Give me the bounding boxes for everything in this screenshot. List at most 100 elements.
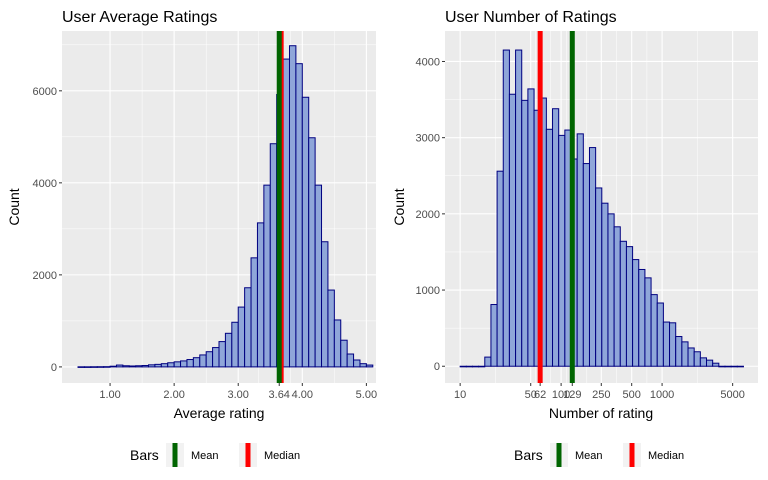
histogram-bar <box>496 170 504 367</box>
histogram-bar <box>693 351 701 367</box>
histogram-bar <box>333 319 342 368</box>
x-tick-label: 1.00 <box>99 389 120 401</box>
histogram-bar <box>706 359 714 367</box>
histogram-bar <box>465 365 473 368</box>
histogram-bar <box>218 341 226 368</box>
x-tick-label: 4.00 <box>292 389 313 401</box>
x-tick-label: 5000 <box>720 389 744 401</box>
y-tick-label: 4000 <box>33 178 57 190</box>
histogram-bar <box>237 306 246 368</box>
x-tick-label: 50 <box>525 389 537 401</box>
y-tick-label: 3000 <box>416 133 440 145</box>
histogram-bar <box>650 294 658 367</box>
y-tick-label: 2000 <box>33 270 57 282</box>
histogram-bar <box>148 364 156 368</box>
x-axis-ticks: 1.00 2.00 3.00 3.64 4.00 5.00 <box>99 383 377 401</box>
histogram-bar <box>340 339 348 368</box>
x-tick-label: 100 <box>552 389 570 401</box>
histogram-bar <box>601 202 609 367</box>
histogram-bar <box>346 353 355 368</box>
histogram-bar <box>613 226 621 367</box>
chart-title: User Number of Ratings <box>445 9 617 26</box>
panel-user-average-ratings: User Average Ratings 0 2000 4000 6000 1.00 2… <box>6 9 377 467</box>
histogram-bar <box>662 321 671 367</box>
legend-label-median: Median <box>648 450 684 462</box>
histogram-bar <box>109 365 117 368</box>
y-axis-label: Count <box>391 188 407 225</box>
x-tick-label: 1000 <box>650 389 674 401</box>
histogram-bar <box>180 360 188 368</box>
histogram-bar <box>638 268 646 367</box>
panel-user-number-of-ratings: User Number of Ratings 0 1000 2000 3000 4000… <box>391 9 758 467</box>
x-tick-label: 62 <box>534 389 546 401</box>
y-tick-label: 6000 <box>33 86 57 98</box>
histogram-bar <box>625 246 634 367</box>
histogram-bar <box>718 365 726 368</box>
histogram-bar <box>154 363 162 368</box>
histogram-bar <box>730 365 738 368</box>
x-tick-label: 3.00 <box>228 389 249 401</box>
histogram-bar <box>669 322 677 367</box>
histogram-bar <box>607 213 615 367</box>
histogram-bar <box>478 365 486 368</box>
histogram-bar <box>231 321 239 368</box>
histogram-bar <box>681 341 689 367</box>
x-tick-label: 5.00 <box>356 389 377 401</box>
legend: Bars Mean Median <box>514 443 684 467</box>
histogram-bar <box>205 351 214 368</box>
x-tick-label: 10 <box>454 389 466 401</box>
histogram-bar <box>552 108 560 367</box>
legend-title: Bars <box>130 447 159 463</box>
histogram-bar <box>128 365 137 368</box>
x-tick-label: 2.00 <box>163 389 184 401</box>
histogram-bar <box>644 277 652 367</box>
legend-label-mean: Mean <box>575 450 603 462</box>
histogram-bar <box>160 363 169 368</box>
histogram-bar <box>103 366 111 368</box>
histogram-bar <box>83 366 92 368</box>
legend: Bars Mean Median <box>130 443 300 467</box>
reference-lines <box>537 31 575 383</box>
y-axis-ticks: 0 1000 2000 3000 4000 <box>416 56 445 373</box>
histogram-bar <box>736 365 744 368</box>
histogram-bar <box>250 257 258 368</box>
y-tick-label: 4000 <box>416 56 440 68</box>
y-tick-label: 1000 <box>416 285 440 297</box>
histogram-bar <box>527 88 535 367</box>
histogram-bar <box>619 240 627 367</box>
histogram-bar <box>167 362 175 368</box>
histogram-bar <box>459 365 467 368</box>
histogram-bar <box>269 143 278 368</box>
histogram-bar <box>558 134 566 367</box>
histogram-bar <box>212 347 220 368</box>
histogram-bar <box>263 184 271 368</box>
histogram-bar <box>359 363 367 368</box>
histogram-bar <box>122 365 130 368</box>
histogram-bar <box>484 356 492 367</box>
histogram-bar <box>288 45 297 368</box>
legend-title: Bars <box>514 447 543 463</box>
histogram-bar <box>173 361 182 368</box>
x-tick-label: 3.64 <box>269 389 290 401</box>
histogram-bar <box>90 366 98 368</box>
histogram-bar <box>327 289 335 368</box>
x-tick-label: 250 <box>592 389 610 401</box>
histogram-bar <box>471 365 480 368</box>
histogram-bar <box>508 93 517 367</box>
histogram-bar <box>588 147 597 367</box>
histogram-bar <box>365 364 374 368</box>
histogram-bar <box>545 128 554 367</box>
histogram-bar <box>712 362 720 367</box>
histogram-bar <box>576 133 584 367</box>
histogram-bar <box>724 365 732 368</box>
histogram-bar <box>96 366 105 368</box>
histogram-bar <box>515 49 523 367</box>
x-tick-label: 129 <box>563 389 581 401</box>
histogram-bar <box>77 366 85 368</box>
y-axis-label: Count <box>6 188 22 225</box>
histogram-bar <box>490 304 498 367</box>
histogram-bar <box>192 357 201 368</box>
histogram-bar <box>656 302 664 367</box>
